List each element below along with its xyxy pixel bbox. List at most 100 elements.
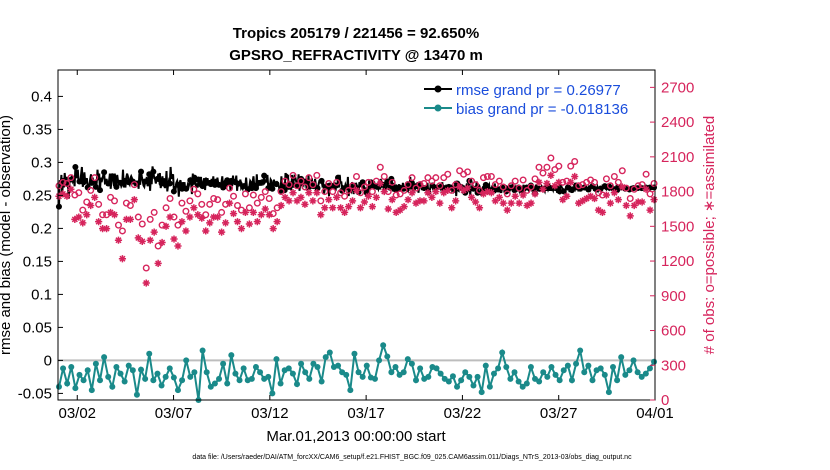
possible-point — [237, 206, 245, 214]
bias-point — [573, 360, 580, 367]
possible-point — [475, 186, 483, 194]
bias-point — [101, 354, 108, 361]
legend-label-rmse: rmse grand pr = 0.26977 — [456, 82, 621, 99]
rmse-point — [105, 180, 112, 187]
possible-point — [456, 167, 464, 175]
bias-point — [199, 347, 206, 354]
possible-point — [396, 190, 404, 198]
assimilated-point — [444, 186, 452, 195]
bias-point — [363, 362, 370, 369]
assimilated-point — [59, 190, 67, 198]
bias-point — [495, 365, 502, 372]
possible-point — [543, 163, 551, 171]
assimilated-point — [499, 199, 507, 207]
assimilated-point — [634, 198, 642, 206]
possible-point — [261, 188, 269, 196]
assimilated-point — [527, 199, 535, 207]
x-tick-label-5: 03/27 — [540, 405, 578, 422]
assimilated-point — [241, 208, 250, 217]
rmse-point — [97, 187, 104, 194]
possible-point — [436, 182, 444, 190]
assimilated-point — [412, 199, 420, 207]
assimilated-point — [555, 178, 563, 186]
possible-point — [464, 168, 472, 176]
assimilated-point — [622, 201, 630, 210]
bias-point — [609, 364, 616, 370]
assimilated-point — [233, 218, 242, 226]
assimilated-point — [630, 201, 638, 210]
assimilated-point — [344, 203, 353, 211]
possible-point — [341, 192, 349, 200]
possible-point — [146, 215, 154, 223]
assimilated-point — [154, 259, 162, 267]
plot-area — [55, 69, 658, 403]
assimilated-point — [174, 242, 182, 250]
bias-point — [166, 365, 173, 372]
bias-point — [581, 369, 588, 376]
assimilated-point — [114, 236, 123, 244]
rmse-point — [142, 178, 149, 185]
possible-point — [134, 213, 142, 221]
assimilated-point — [396, 206, 404, 214]
bias-point — [125, 362, 132, 369]
bias-point — [597, 365, 604, 372]
assimilated-point — [277, 201, 285, 210]
assimilated-point — [182, 227, 190, 235]
y-right-tick-label-7: 2100 — [661, 149, 694, 166]
y-left-tick-label-9: 0.4 — [31, 88, 52, 105]
bias-point — [326, 349, 333, 356]
assimilated-point — [194, 211, 202, 219]
assimilated-point — [380, 187, 388, 196]
bias-point — [630, 357, 637, 364]
assimilated-point — [440, 189, 448, 197]
assimilated-point — [503, 206, 511, 214]
assimilated-point — [543, 179, 551, 188]
possible-point — [130, 181, 138, 189]
bias-point — [523, 380, 530, 387]
bias-point — [236, 377, 243, 384]
bias-point — [133, 391, 140, 398]
possible-point — [353, 173, 361, 181]
possible-point — [333, 178, 341, 186]
bias-point — [211, 380, 218, 387]
assimilated-point — [329, 204, 337, 212]
bias-point — [138, 366, 145, 373]
assimilated-point — [495, 193, 503, 201]
bias-point — [179, 377, 186, 384]
assimilated-point — [511, 192, 519, 200]
rmse-point — [330, 182, 337, 189]
assimilated-point — [408, 189, 416, 197]
assimilated-point — [118, 255, 127, 263]
possible-point — [95, 200, 103, 208]
bias-point — [207, 383, 214, 390]
y-right-tick-label-3: 900 — [661, 288, 686, 305]
assimilated-point — [206, 219, 214, 227]
bias-point — [224, 380, 231, 387]
assimilated-point — [598, 208, 607, 217]
possible-point — [634, 182, 642, 190]
assimilated-point — [519, 191, 527, 199]
possible-point — [404, 181, 412, 189]
rmse-point — [556, 188, 563, 195]
assimilated-point — [218, 228, 226, 236]
assimilated-point — [487, 189, 495, 197]
bias-point — [568, 377, 575, 384]
bias-point — [417, 365, 424, 372]
possible-point — [253, 199, 261, 207]
bias-point — [142, 375, 149, 382]
rmse-point — [273, 181, 280, 188]
rmse-point — [150, 168, 157, 175]
assimilated-point — [253, 218, 261, 226]
possible-point — [265, 195, 273, 203]
bias-point — [97, 377, 104, 384]
bias-point — [474, 373, 481, 380]
legend-label-bias: bias grand pr = -0.018136 — [456, 101, 628, 118]
assimilated-point — [130, 196, 138, 204]
rmse-point — [248, 185, 255, 192]
assimilated-point — [475, 204, 484, 212]
assimilated-point — [579, 197, 587, 205]
bias-point — [314, 364, 321, 370]
assimilated-point — [126, 215, 134, 223]
y-left-tick-label-0: -0.05 — [18, 385, 52, 402]
assimilated-point — [372, 193, 380, 201]
